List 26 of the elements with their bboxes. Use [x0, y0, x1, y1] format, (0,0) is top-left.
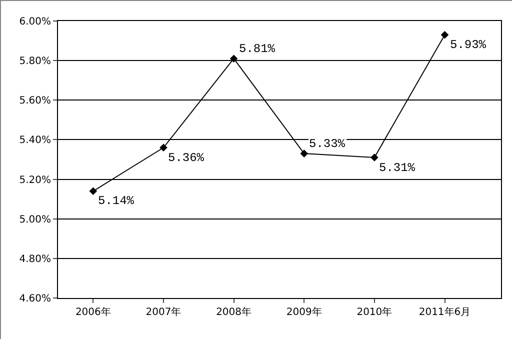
y-tick-label: 4.60% [19, 294, 51, 304]
data-label: 5.33% [309, 137, 346, 151]
y-tick-label: 5.60% [19, 96, 51, 107]
x-tick-label: 2009年 [286, 306, 322, 318]
data-label: 5.14% [98, 194, 135, 208]
x-tick-label: 2011年6月 [418, 306, 471, 318]
data-label: 5.31% [379, 161, 416, 175]
point [89, 187, 98, 196]
y-tick-label: 6.00% [19, 16, 51, 28]
point [370, 154, 378, 162]
point [300, 150, 308, 158]
x-tick-label: 2010年 [356, 306, 392, 318]
x-tick-label: 2006年 [75, 306, 111, 318]
point [230, 54, 238, 62]
y-tick-label: 5.00% [19, 214, 51, 226]
data-label: 5.36% [168, 151, 205, 165]
y-tick-label: 5.40% [19, 135, 51, 146]
y-tick-label: 5.80% [19, 56, 51, 68]
x-tick-label: 2008年 [216, 306, 252, 318]
data-label: 5.93% [450, 38, 487, 52]
y-tick-label: 5.20% [19, 174, 51, 186]
x-tick-label: 2007年 [146, 306, 182, 318]
y-tick-label: 4.80% [19, 254, 51, 265]
point [160, 144, 168, 152]
data-label: 5.81% [239, 42, 276, 56]
point [440, 30, 449, 39]
